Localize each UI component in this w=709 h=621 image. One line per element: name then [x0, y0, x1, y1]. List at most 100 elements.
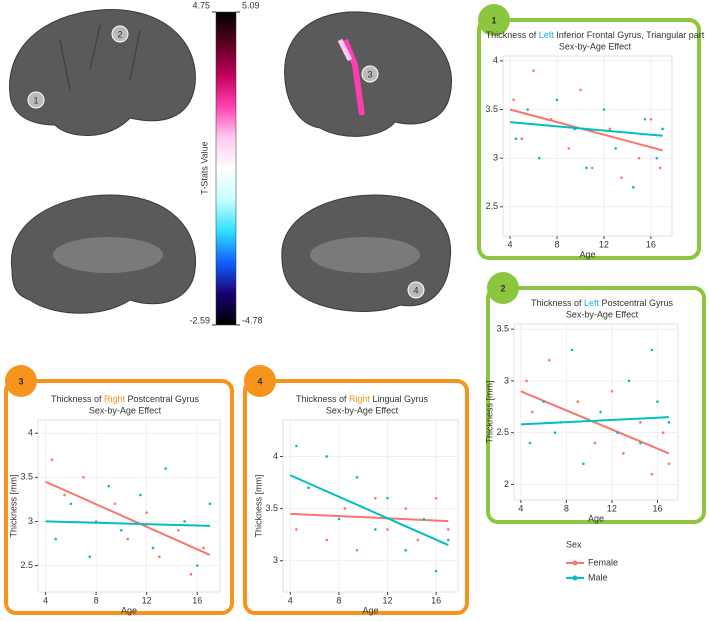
y-axis-label: Thickness [mm] — [484, 380, 494, 443]
scatter-point — [590, 166, 594, 170]
x-tick-label: 16 — [652, 503, 662, 513]
scatter-point — [622, 452, 625, 455]
scatter-point — [434, 569, 438, 573]
y-tick-label: 3.5 — [496, 324, 509, 334]
y-tick-label: 3.5 — [20, 472, 33, 482]
panel-badge — [487, 272, 519, 304]
panel-title: Thickness of Left Inferior Frontal Gyrus… — [486, 30, 705, 40]
x-axis-label: Age — [121, 605, 137, 615]
y-tick-label: 2 — [504, 479, 509, 489]
scatter-point — [325, 455, 329, 458]
panel-badge — [478, 4, 510, 36]
y-tick-label: 3.5 — [265, 503, 278, 513]
scatter-point — [530, 410, 534, 414]
brain-marker — [407, 281, 425, 299]
x-tick-label: 4 — [288, 595, 293, 605]
scatter-point — [520, 137, 524, 141]
scatter-point — [113, 502, 117, 506]
y-tick-label: 4 — [493, 55, 498, 65]
plot-area — [282, 419, 459, 593]
y-axis-label: Thickness [mm] — [8, 474, 18, 537]
title-prefix: Thickness of — [486, 30, 539, 40]
title-rest: Lingual Gyrus — [370, 394, 429, 404]
scatter-point — [374, 528, 377, 531]
x-tick-label: 4 — [518, 503, 523, 513]
brain-marker-label: 1 — [33, 95, 38, 105]
scatter-point — [548, 358, 551, 362]
panels: 1 Thickness of Left Inferior Frontal Gyru… — [4, 4, 706, 615]
y-tick-label: 2.5 — [485, 201, 498, 211]
scatter-point — [570, 348, 574, 352]
fit-line — [289, 474, 449, 547]
y-tick-label: 3 — [28, 516, 33, 526]
scatter-point — [343, 507, 347, 510]
scatter-point — [63, 493, 66, 497]
panel-title: Thickness of Right Lingual Gyrus — [296, 394, 429, 404]
scatter-point — [514, 137, 518, 141]
scatter-point — [183, 520, 186, 523]
scatter-point — [404, 549, 408, 552]
scatter-point — [337, 517, 341, 521]
scatter-point — [631, 186, 635, 189]
scatter-point — [553, 431, 557, 435]
panel-title: Thickness of Right Postcentral Gyrus — [51, 394, 200, 404]
scatter-point — [189, 573, 193, 576]
x-tick-label: 12 — [599, 239, 609, 249]
scatter-point — [158, 555, 161, 559]
scatter-point — [649, 117, 653, 121]
legend-dot — [572, 575, 578, 581]
scatter-point — [307, 486, 310, 490]
scatter-point — [658, 166, 662, 170]
x-tick-label: 4 — [43, 595, 48, 605]
panel-subtitle: Sex-by-Age Effect — [559, 41, 632, 51]
y-tick-label: 3 — [504, 375, 509, 385]
scatter-point — [620, 176, 623, 179]
panel-badge — [244, 365, 276, 397]
brain-marker-label: 4 — [413, 285, 418, 295]
y-tick-label: 4 — [273, 451, 278, 461]
scatter-point — [655, 156, 659, 160]
x-tick-label: 8 — [94, 595, 99, 605]
x-tick-label: 12 — [142, 595, 152, 605]
scatter-point — [616, 431, 619, 435]
panel-badge — [5, 365, 37, 397]
scatter-point — [567, 147, 571, 150]
scatter-point — [164, 467, 167, 470]
scatter-point — [151, 546, 155, 550]
scatter-point — [637, 156, 641, 160]
scatter-point — [446, 528, 450, 531]
scatter-point — [126, 537, 130, 541]
y-axis-label: Thickness [mm] — [253, 474, 263, 537]
scatter-point — [69, 502, 73, 506]
scatter-point — [446, 538, 450, 542]
scatter-point — [82, 476, 85, 479]
scatter-point — [54, 537, 57, 541]
fit-line — [520, 416, 669, 426]
scatter-point — [582, 462, 585, 466]
title-rest: Postcentral Gyrus — [599, 298, 674, 308]
brain-medial-left — [10, 194, 197, 314]
panel-badge-label: 4 — [257, 376, 262, 386]
title-side: Right — [104, 394, 126, 404]
colorbar — [215, 11, 237, 326]
colorbar-tick-label: 4.75 — [192, 0, 210, 10]
plot-area — [513, 323, 679, 501]
x-tick-label: 8 — [564, 503, 569, 513]
scatter-point — [88, 555, 92, 559]
scatter-point — [667, 462, 671, 466]
scatter-point — [627, 379, 631, 383]
legend-dot — [572, 560, 578, 566]
colorbar-tick-label: -2.59 — [189, 315, 210, 325]
scatter-point — [639, 441, 642, 445]
scatter-point — [555, 98, 559, 102]
x-tick-label: 16 — [192, 595, 202, 605]
brain-marker-label: 2 — [117, 29, 122, 39]
scatter-point — [610, 389, 614, 393]
scatter-point — [355, 476, 359, 479]
scatter-point — [650, 348, 654, 352]
title-rest: Postcentral Gyrus — [125, 394, 200, 404]
scatter-point — [434, 496, 438, 500]
scatter-point — [532, 69, 535, 72]
scatter-point — [512, 98, 515, 102]
